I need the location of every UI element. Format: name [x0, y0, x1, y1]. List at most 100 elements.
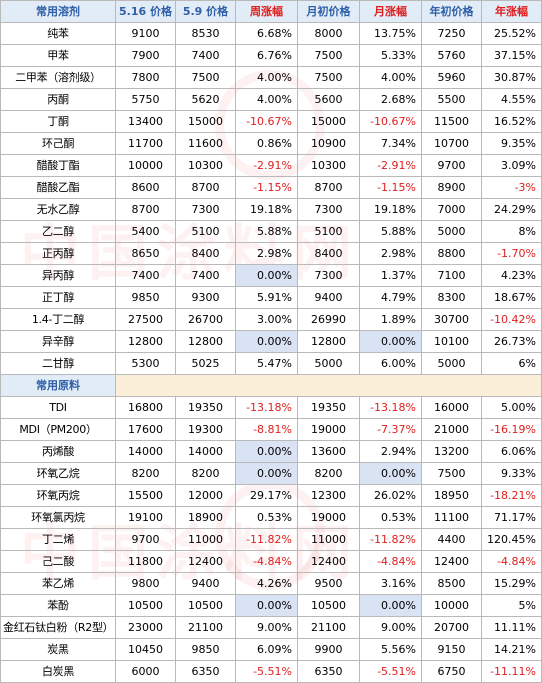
table-row: 正丁醇 9850 9300 5.91% 9400 4.79% 8300 18.67%: [0, 286, 542, 309]
product-name: 正丁醇: [0, 286, 116, 309]
month-start-price: 26990: [297, 308, 360, 331]
table-row: 丙酮 5750 5620 4.00% 5600 2.68% 5500 4.55%: [0, 88, 542, 111]
year-start-price: 18950: [421, 484, 482, 507]
price-59: 14000: [175, 440, 236, 463]
month-change: -4.84%: [359, 550, 422, 573]
month-change: -1.15%: [359, 176, 422, 199]
month-change: 3.16%: [359, 572, 422, 595]
year-change: 6.06%: [481, 440, 542, 463]
year-start-price: 8300: [421, 286, 482, 309]
week-change: -13.18%: [235, 396, 298, 419]
week-change: -2.91%: [235, 154, 298, 177]
price-516: 11700: [115, 132, 176, 155]
price-516: 9700: [115, 528, 176, 551]
price-59: 12400: [175, 550, 236, 573]
product-name: 二甘醇: [0, 352, 116, 375]
month-change: -7.37%: [359, 418, 422, 441]
price-59: 5025: [175, 352, 236, 375]
week-change: 0.00%: [235, 462, 298, 485]
price-59: 5100: [175, 220, 236, 243]
year-change: 3.09%: [481, 154, 542, 177]
price-516: 13400: [115, 110, 176, 133]
year-start-price: 7500: [421, 462, 482, 485]
month-start-price: 5000: [297, 352, 360, 375]
month-change: -11.82%: [359, 528, 422, 551]
week-change: -1.15%: [235, 176, 298, 199]
month-start-price: 8700: [297, 176, 360, 199]
year-start-price: 16000: [421, 396, 482, 419]
year-start-price: 10700: [421, 132, 482, 155]
year-start-price: 8900: [421, 176, 482, 199]
month-start-price: 9500: [297, 572, 360, 595]
month-change: 6.00%: [359, 352, 422, 375]
week-change: 29.17%: [235, 484, 298, 507]
year-change: 71.17%: [481, 506, 542, 529]
price-59: 8200: [175, 462, 236, 485]
table-row: 苯酚 10500 10500 0.00% 10500 0.00% 10000 5%: [0, 594, 542, 617]
price-59: 12000: [175, 484, 236, 507]
year-start-price: 10000: [421, 594, 482, 617]
price-59: 12800: [175, 330, 236, 353]
product-name: 无水乙醇: [0, 198, 116, 221]
price-516: 7800: [115, 66, 176, 89]
year-start-price: 6750: [421, 660, 482, 683]
month-start-price: 5600: [297, 88, 360, 111]
year-start-price: 7000: [421, 198, 482, 221]
table-row: 环己酮 11700 11600 0.86% 10900 7.34% 10700 9.35%: [0, 132, 542, 155]
price-59: 7400: [175, 264, 236, 287]
month-change: -10.67%: [359, 110, 422, 133]
month-change: 1.89%: [359, 308, 422, 331]
year-start-price: 21000: [421, 418, 482, 441]
year-change: -3%: [481, 176, 542, 199]
header-week-change: 周涨幅: [235, 0, 298, 23]
price-516: 12800: [115, 330, 176, 353]
year-change: 25.52%: [481, 22, 542, 45]
year-change: 37.15%: [481, 44, 542, 67]
year-start-price: 8500: [421, 572, 482, 595]
month-start-price: 12800: [297, 330, 360, 353]
table-row: 异丙醇 7400 7400 0.00% 7300 1.37% 7100 4.23%: [0, 264, 542, 287]
week-change: 0.00%: [235, 594, 298, 617]
table-row: 己二酸 11800 12400 -4.84% 12400 -4.84% 12400 -4.84…: [0, 550, 542, 573]
week-change: 0.53%: [235, 506, 298, 529]
week-change: 3.00%: [235, 308, 298, 331]
week-change: 5.91%: [235, 286, 298, 309]
year-change: 4.23%: [481, 264, 542, 287]
price-59: 9850: [175, 638, 236, 661]
year-change: -11.11%: [481, 660, 542, 683]
price-516: 10450: [115, 638, 176, 661]
week-change: 0.86%: [235, 132, 298, 155]
year-start-price: 7100: [421, 264, 482, 287]
price-59: 9300: [175, 286, 236, 309]
year-change: 4.55%: [481, 88, 542, 111]
product-name: 己二酸: [0, 550, 116, 573]
price-59: 10300: [175, 154, 236, 177]
year-change: 18.67%: [481, 286, 542, 309]
month-change: 0.00%: [359, 594, 422, 617]
header-solvents: 常用溶剂: [0, 0, 116, 23]
table-row: 醋酸丁酯 10000 10300 -2.91% 10300 -2.91% 9700 3.09%: [0, 154, 542, 177]
month-start-price: 19000: [297, 418, 360, 441]
month-change: 2.94%: [359, 440, 422, 463]
header-year-start: 年初价格: [421, 0, 482, 23]
product-name: 苯酚: [0, 594, 116, 617]
price-59: 11000: [175, 528, 236, 551]
week-change: 0.00%: [235, 264, 298, 287]
year-change: -18.21%: [481, 484, 542, 507]
year-change: -10.42%: [481, 308, 542, 331]
month-start-price: 7500: [297, 44, 360, 67]
price-59: 8700: [175, 176, 236, 199]
month-change: 9.00%: [359, 616, 422, 639]
product-name: 丙酮: [0, 88, 116, 111]
year-change: 14.21%: [481, 638, 542, 661]
month-start-price: 9900: [297, 638, 360, 661]
year-start-price: 11100: [421, 506, 482, 529]
product-name: 金红石钛白粉（R2型）: [0, 616, 116, 639]
header-price-516: 5.16 价格: [115, 0, 176, 23]
year-start-price: 8800: [421, 242, 482, 265]
year-start-price: 13200: [421, 440, 482, 463]
week-change: -4.84%: [235, 550, 298, 573]
year-change: 30.87%: [481, 66, 542, 89]
year-start-price: 5000: [421, 352, 482, 375]
price-59: 26700: [175, 308, 236, 331]
